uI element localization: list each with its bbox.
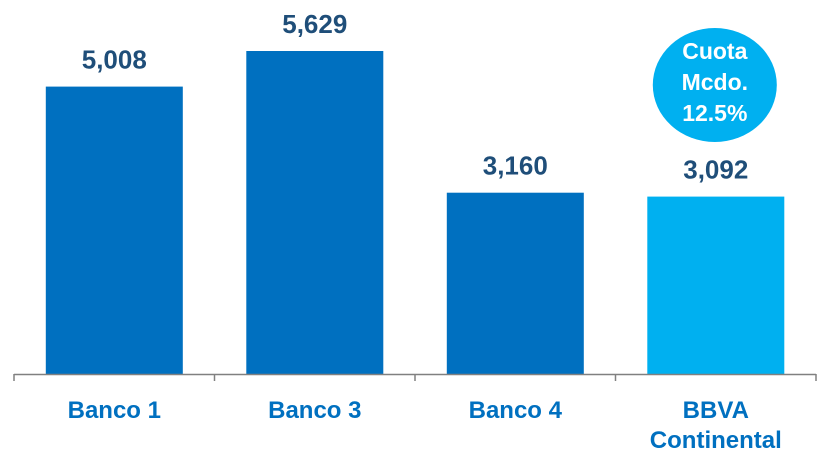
category-label-line: Continental [650,427,782,453]
market-share-badge-text: Cuota Mcdo. 12.5% [682,38,748,126]
value-label-banco-4: 3,160 [483,151,548,181]
value-label-bbva-continental: 3,092 [683,155,748,185]
category-label-banco-1: Banco 1 [68,397,161,424]
category-label-line: Banco 1 [68,397,161,424]
bar-bbva-continental [647,196,785,374]
market-share-badge-line: Mcdo. [682,69,748,95]
bar-banco-4 [446,192,584,374]
category-labels-group: Banco 1 Banco 3 Banco 4 BBVA Continental [68,397,782,453]
value-label-banco-1: 5,008 [82,45,147,75]
category-label-banco-3: Banco 3 [268,397,361,424]
bar-banco-1 [45,86,183,374]
category-label-line: Banco 4 [469,397,563,424]
market-share-badge-ellipse [652,28,777,142]
value-label-banco-3: 5,629 [282,9,347,39]
bar-banco-3 [246,51,384,374]
market-share-badge: Cuota Mcdo. 12.5% [652,28,777,142]
market-share-badge-line: 12.5% [682,100,747,126]
value-labels-group: 5,008 5,629 3,160 3,092 [82,9,749,185]
x-axis [13,373,817,381]
category-label-line: BBVA [683,397,749,424]
category-label-bbva-continental: BBVA Continental [650,397,782,453]
category-label-banco-4: Banco 4 [469,397,563,424]
category-label-line: Banco 3 [268,397,361,424]
market-share-badge-line: Cuota [682,38,747,64]
bars-group [45,51,785,374]
